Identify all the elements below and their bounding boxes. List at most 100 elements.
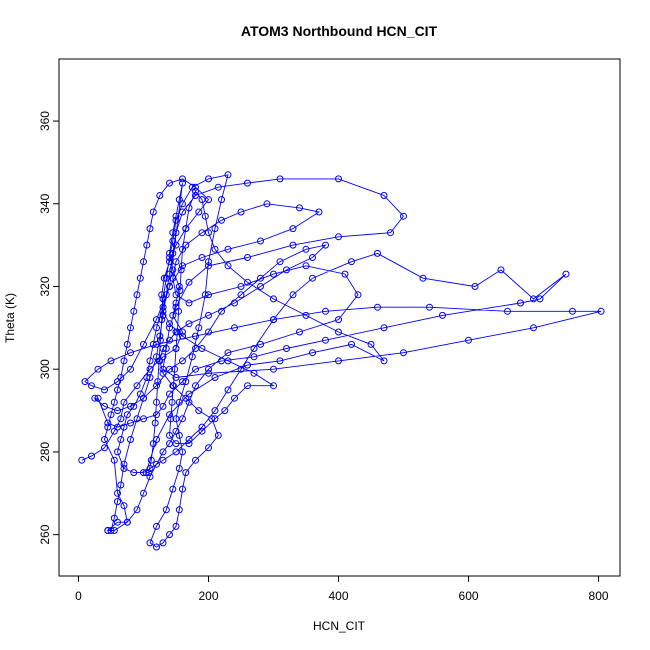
- y-tick-label: 260: [38, 524, 52, 544]
- data-point: [130, 402, 138, 410]
- data-point: [166, 283, 173, 290]
- data-point: [367, 340, 375, 348]
- data-point: [146, 365, 154, 373]
- data-point: [153, 398, 160, 406]
- data-point: [166, 324, 173, 332]
- chart-title: ATOM3 Northbound HCN_CIT: [241, 23, 438, 39]
- data-point: [154, 378, 162, 386]
- data-point: [536, 295, 544, 303]
- x-axis: 0 200 400 600 800: [75, 575, 609, 603]
- data-point: [182, 469, 190, 477]
- data-point: [250, 353, 258, 361]
- plot-area: [78, 171, 605, 551]
- data-point: [185, 440, 193, 448]
- data-point: [289, 225, 297, 233]
- x-tick-label: 0: [75, 589, 82, 603]
- data-point: [88, 452, 95, 460]
- data-point: [185, 390, 193, 398]
- data-point: [179, 357, 186, 365]
- data-point: [185, 278, 193, 286]
- data-point: [172, 427, 180, 435]
- data-point: [517, 299, 524, 307]
- data-point: [153, 324, 160, 332]
- data-point: [159, 369, 167, 377]
- data-point: [244, 179, 251, 187]
- data-point: [159, 402, 167, 410]
- data-point: [130, 307, 138, 315]
- x-tick-label: 600: [459, 589, 479, 603]
- data-point: [179, 262, 186, 270]
- data-point: [176, 287, 184, 295]
- data-point: [159, 345, 167, 352]
- data-point: [218, 216, 225, 224]
- data-point: [289, 241, 297, 249]
- data-point: [114, 448, 121, 456]
- data-point: [341, 270, 349, 278]
- data-point: [182, 225, 190, 233]
- data-point: [146, 357, 154, 365]
- data-point: [192, 456, 199, 464]
- data-point: [107, 527, 115, 534]
- data-point: [276, 175, 284, 183]
- data-point: [169, 382, 177, 390]
- y-tick-label: 360: [38, 111, 52, 131]
- data-point: [175, 283, 183, 290]
- data-point: [309, 349, 316, 357]
- data-point: [140, 489, 147, 497]
- data-point: [156, 192, 164, 199]
- data-point: [192, 183, 199, 191]
- data-point: [162, 345, 170, 352]
- data-point: [159, 456, 167, 464]
- data-point: [169, 266, 177, 274]
- x-tick-label: 200: [198, 589, 218, 603]
- data-point: [114, 498, 121, 506]
- y-tick-label: 300: [38, 359, 52, 379]
- data-point: [569, 307, 576, 315]
- data-point: [309, 274, 316, 282]
- data-point: [302, 262, 310, 270]
- data-point: [387, 229, 394, 237]
- data-point: [133, 506, 141, 514]
- data-point: [159, 311, 167, 319]
- data-point: [120, 460, 128, 468]
- data-point: [244, 278, 251, 286]
- data-point: [224, 171, 232, 179]
- data-point: [146, 225, 154, 233]
- data-point: [159, 303, 167, 311]
- data-point: [172, 415, 180, 423]
- data-point: [172, 241, 180, 249]
- data-point: [201, 291, 209, 299]
- data-point: [562, 270, 570, 278]
- data-point: [120, 398, 128, 406]
- data-point: [156, 332, 164, 340]
- data-point: [117, 481, 125, 489]
- data-point: [140, 415, 147, 423]
- data-point: [172, 440, 180, 448]
- data-point: [110, 398, 118, 406]
- data-point: [270, 270, 277, 278]
- data-point: [201, 212, 209, 220]
- data-point: [211, 374, 219, 381]
- data-point: [172, 299, 180, 307]
- data-point: [205, 444, 212, 452]
- data-point: [257, 283, 264, 290]
- data-point: [110, 456, 118, 464]
- x-axis-label: HCN_CIT: [313, 619, 366, 633]
- data-point: [439, 311, 446, 319]
- data-point: [173, 328, 181, 336]
- data-point: [426, 303, 433, 311]
- data-point: [145, 469, 153, 477]
- data-point: [224, 245, 232, 253]
- data-point: [117, 415, 125, 423]
- data-point: [172, 216, 180, 224]
- data-point: [380, 324, 388, 332]
- data-point: [380, 357, 388, 365]
- data-point: [175, 506, 183, 514]
- data-point: [166, 179, 173, 187]
- data-point: [123, 340, 131, 348]
- data-point: [143, 241, 151, 249]
- data-point: [296, 328, 303, 336]
- data-point: [159, 295, 167, 303]
- data-point: [205, 365, 212, 373]
- data-point: [195, 208, 203, 216]
